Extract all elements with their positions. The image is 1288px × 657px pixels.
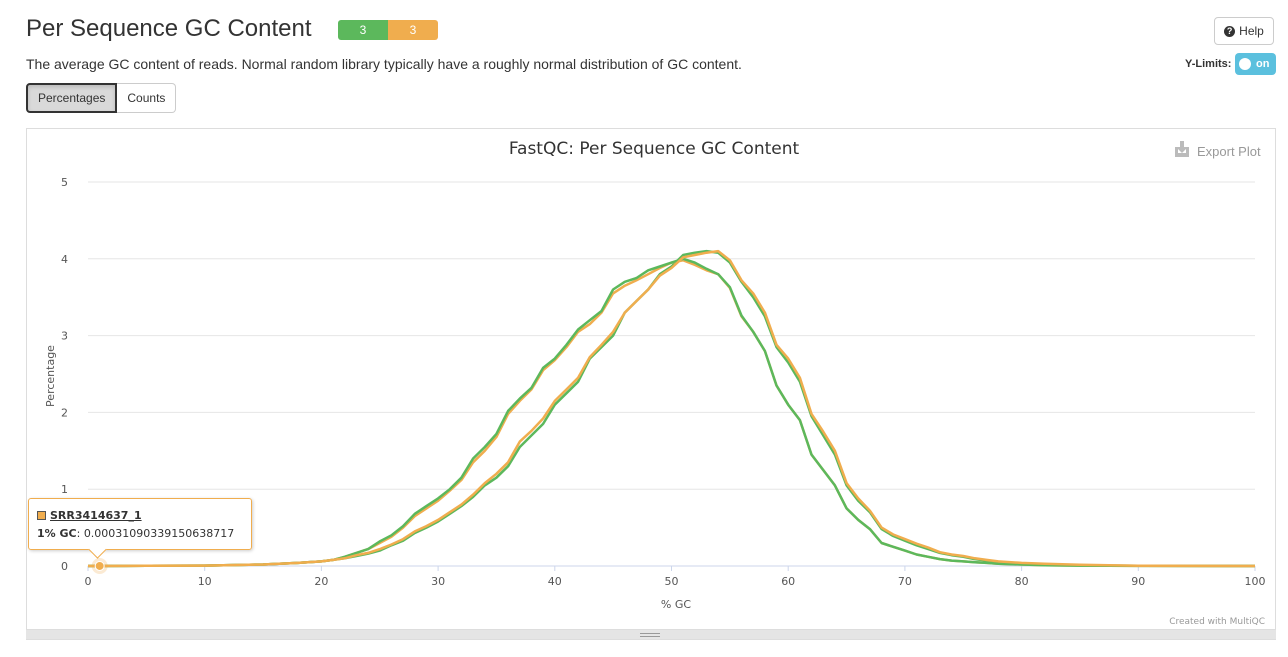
chart-tooltip: SRR3414637_1 1% GC: 0.000310903391506387…	[28, 498, 252, 559]
x-tick-label: 60	[781, 575, 795, 588]
plot-resize-handle[interactable]	[26, 630, 1276, 640]
help-button[interactable]: ? Help	[1214, 17, 1274, 45]
toggle-state: on	[1256, 58, 1270, 70]
y-axis-label: Percentage	[44, 345, 57, 407]
x-axis-ticks: 0 10 20 30 40 50 60 70 80 90 100	[85, 566, 1266, 588]
grid-lines	[88, 181, 1255, 567]
help-button-label: Help	[1239, 24, 1264, 38]
series-line-4	[87, 249, 1256, 568]
x-tick-label: 50	[665, 575, 679, 588]
toggle-knob	[1239, 58, 1251, 70]
y-tick-label: 4	[61, 253, 68, 266]
tooltip-sample-name: SRR3414637_1	[50, 508, 142, 522]
y-tick-label: 5	[61, 176, 68, 189]
ylimits-toggle[interactable]: on	[1235, 53, 1276, 75]
plot-container: FastQC: Per Sequence GC Content Export P…	[26, 128, 1276, 630]
chart-title: FastQC: Per Sequence GC Content	[509, 139, 800, 159]
warn-count-badge[interactable]: 3	[388, 20, 438, 40]
page-title: Per Sequence GC Content	[26, 15, 312, 42]
pass-count-badge[interactable]: 3	[338, 20, 388, 40]
x-tick-label: 70	[898, 575, 912, 588]
credit-text: Created with MultiQC	[1169, 617, 1265, 627]
x-axis-label: % GC	[661, 598, 691, 611]
download-icon	[1175, 141, 1189, 157]
section-description: The average GC content of reads. Normal …	[26, 56, 742, 72]
highlight-point	[94, 560, 105, 571]
percentages-button[interactable]: Percentages	[26, 83, 118, 113]
counts-button[interactable]: Counts	[117, 83, 177, 113]
tooltip-key: 1% GC	[37, 526, 77, 540]
x-tick-label: 30	[431, 575, 445, 588]
y-tick-label: 1	[61, 483, 68, 496]
x-tick-label: 0	[85, 575, 92, 588]
x-tick-label: 100	[1245, 575, 1266, 588]
x-tick-label: 90	[1131, 575, 1145, 588]
series-lines	[87, 249, 1256, 568]
series-swatch	[37, 510, 46, 520]
x-tick-label: 20	[314, 575, 328, 588]
export-plot-button[interactable]: Export Plot	[1175, 141, 1261, 159]
y-tick-label: 0	[61, 560, 68, 573]
ylimits-label: Y-Limits:	[1185, 58, 1232, 70]
status-badges: 3 3	[338, 20, 438, 40]
y-tick-label: 2	[61, 406, 68, 419]
gc-content-chart: FastQC: Per Sequence GC Content Export P…	[44, 139, 1266, 627]
tooltip-value: 0.00031090339150638717	[83, 526, 235, 540]
question-circle-icon: ?	[1224, 25, 1236, 37]
series-line-3	[87, 257, 1256, 568]
y-tick-label: 3	[61, 330, 68, 343]
series-line-2	[87, 259, 1256, 568]
y-axis-ticks: 0 1 2 3 4 5	[61, 176, 68, 573]
view-switch: Percentages Counts	[26, 83, 177, 113]
x-tick-label: 40	[548, 575, 562, 588]
export-plot-label: Export Plot	[1197, 144, 1261, 159]
series-line-1	[87, 249, 1256, 568]
x-tick-label: 80	[1015, 575, 1029, 588]
grip-icon	[640, 633, 660, 637]
x-tick-label: 10	[198, 575, 212, 588]
